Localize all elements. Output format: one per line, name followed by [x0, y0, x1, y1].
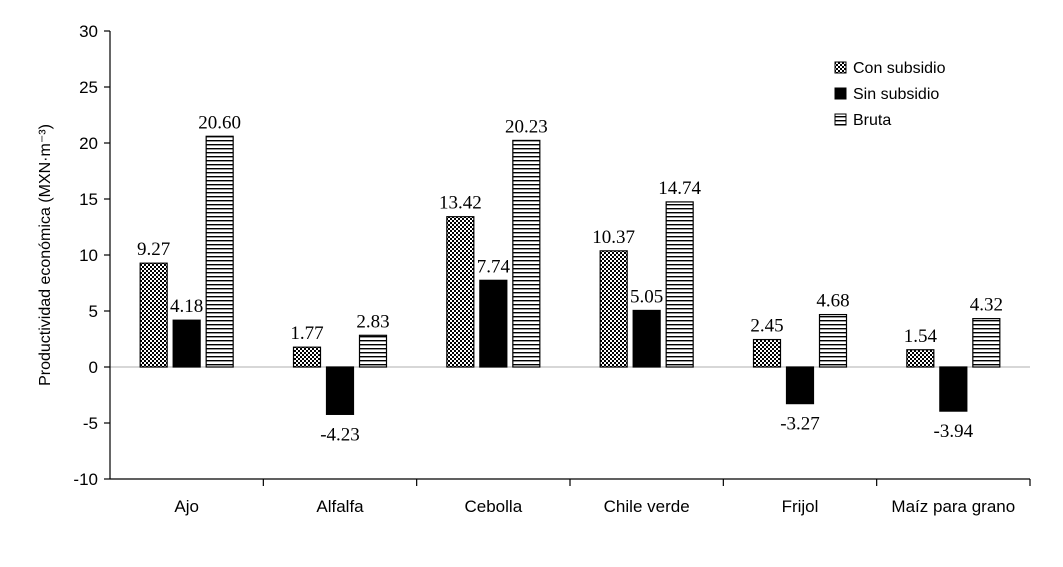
- data-label: -3.27: [780, 414, 820, 435]
- category-label: Frijol: [782, 497, 819, 516]
- y-axis-title: Productividad económica (MXN·m⁻³): [37, 124, 54, 386]
- legend-label: Bruta: [853, 112, 891, 129]
- bar: [205, 135, 234, 368]
- bar: [665, 201, 694, 368]
- category-label: Alfalfa: [316, 497, 364, 516]
- category-label: Ajo: [174, 497, 199, 516]
- bar: [599, 250, 628, 368]
- bar: [358, 334, 388, 368]
- bar: [939, 366, 968, 412]
- bar: [325, 366, 355, 415]
- bar: [292, 346, 322, 368]
- bar: [512, 139, 541, 368]
- bar: [752, 338, 782, 368]
- y-tick-label: 5: [89, 302, 98, 321]
- data-label: 10.37: [592, 227, 635, 248]
- bar: [139, 262, 168, 368]
- y-tick-label: 15: [79, 190, 98, 209]
- bar: [479, 279, 508, 368]
- bar: [446, 216, 475, 368]
- legend-label: Con subsidio: [853, 60, 946, 77]
- y-tick-label: -5: [83, 414, 98, 433]
- y-tick-label: 30: [79, 22, 98, 41]
- category-label: Maíz para grano: [891, 497, 1015, 516]
- legend-label: Sin subsidio: [853, 86, 939, 103]
- y-tick-label: 25: [79, 78, 98, 97]
- category-label: Cebolla: [465, 497, 523, 516]
- data-label: 5.05: [630, 286, 663, 307]
- bar: [818, 313, 848, 368]
- data-label: 7.74: [477, 256, 511, 277]
- bars: [139, 135, 1001, 415]
- data-label: 1.54: [904, 326, 938, 347]
- bar: [972, 318, 1001, 368]
- legend: Con subsidio Sin subsidio Bruta: [834, 60, 946, 129]
- legend-swatch: [834, 113, 847, 126]
- bar: [785, 366, 815, 405]
- legend-swatch: [834, 87, 847, 100]
- legend-swatch: [834, 61, 847, 74]
- y-tick-label: 20: [79, 134, 98, 153]
- y-tick-label: -10: [73, 470, 98, 489]
- axes: -10 -5 0 5 10 15 20 25 30 Productividad económica…: [37, 22, 1031, 516]
- bar: [632, 309, 661, 368]
- data-label: 2.83: [356, 311, 389, 332]
- data-label: -3.94: [934, 421, 974, 442]
- category-label: Chile verde: [604, 497, 690, 516]
- data-label: 13.42: [439, 193, 482, 214]
- data-label: 1.77: [290, 323, 323, 344]
- data-label: 4.68: [816, 291, 849, 312]
- data-label: 14.74: [658, 178, 701, 199]
- data-label: 20.23: [505, 116, 548, 137]
- data-label: 4.18: [170, 296, 203, 317]
- data-labels: 9.27 4.18 20.60 1.77 -4.23 2.83 13.42 7.74 20.23…: [137, 112, 1003, 445]
- data-label: 9.27: [137, 239, 170, 260]
- data-label: 2.45: [750, 316, 783, 337]
- bar: [172, 319, 201, 368]
- bar: [906, 349, 935, 368]
- data-label: 20.60: [198, 112, 241, 133]
- data-label: 4.32: [970, 295, 1003, 316]
- data-label: -4.23: [320, 424, 360, 445]
- y-tick-label: 0: [89, 358, 98, 377]
- y-tick-label: 10: [79, 246, 98, 265]
